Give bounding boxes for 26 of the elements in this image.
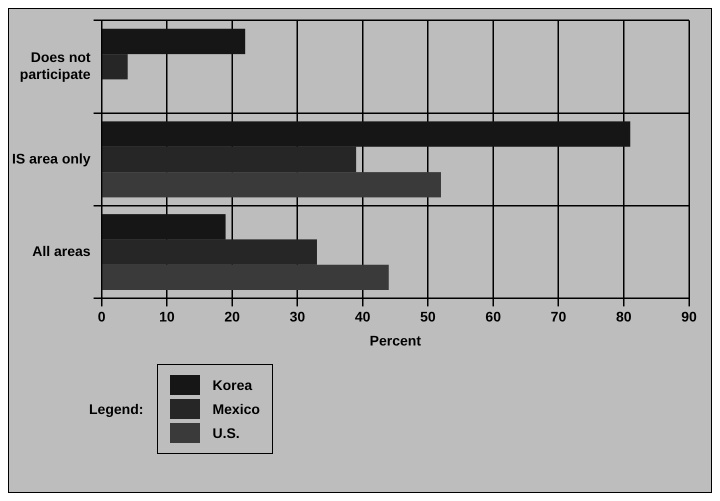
x-tick-label: 40 [354, 308, 371, 325]
y-tick-label: Does not participate [20, 49, 91, 82]
x-tick-label: 90 [681, 308, 697, 325]
legend-label: U.S. [212, 425, 240, 441]
bar [102, 239, 317, 265]
bar [102, 28, 246, 54]
legend-label: Korea [212, 377, 252, 393]
bar [102, 264, 389, 290]
bar [102, 214, 226, 240]
bar [102, 54, 128, 80]
legend-title: Legend: [89, 401, 144, 417]
x-tick-label: 0 [98, 308, 106, 325]
x-tick-label: 50 [420, 308, 436, 325]
x-tick-label: 30 [290, 308, 306, 325]
x-tick-label: 10 [159, 308, 175, 325]
y-tick-label: IS area only [12, 150, 91, 166]
bar [102, 172, 441, 198]
x-tick-label: 20 [224, 308, 240, 325]
x-tick-label: 80 [616, 308, 632, 325]
bar [102, 146, 356, 172]
y-tick-label: All areas [32, 242, 91, 259]
legend-label: Mexico [212, 401, 260, 417]
x-tick-label: 70 [550, 308, 566, 325]
x-tick-label: 60 [485, 308, 502, 325]
x-axis-title: Percent [370, 332, 422, 348]
bar [102, 121, 630, 147]
